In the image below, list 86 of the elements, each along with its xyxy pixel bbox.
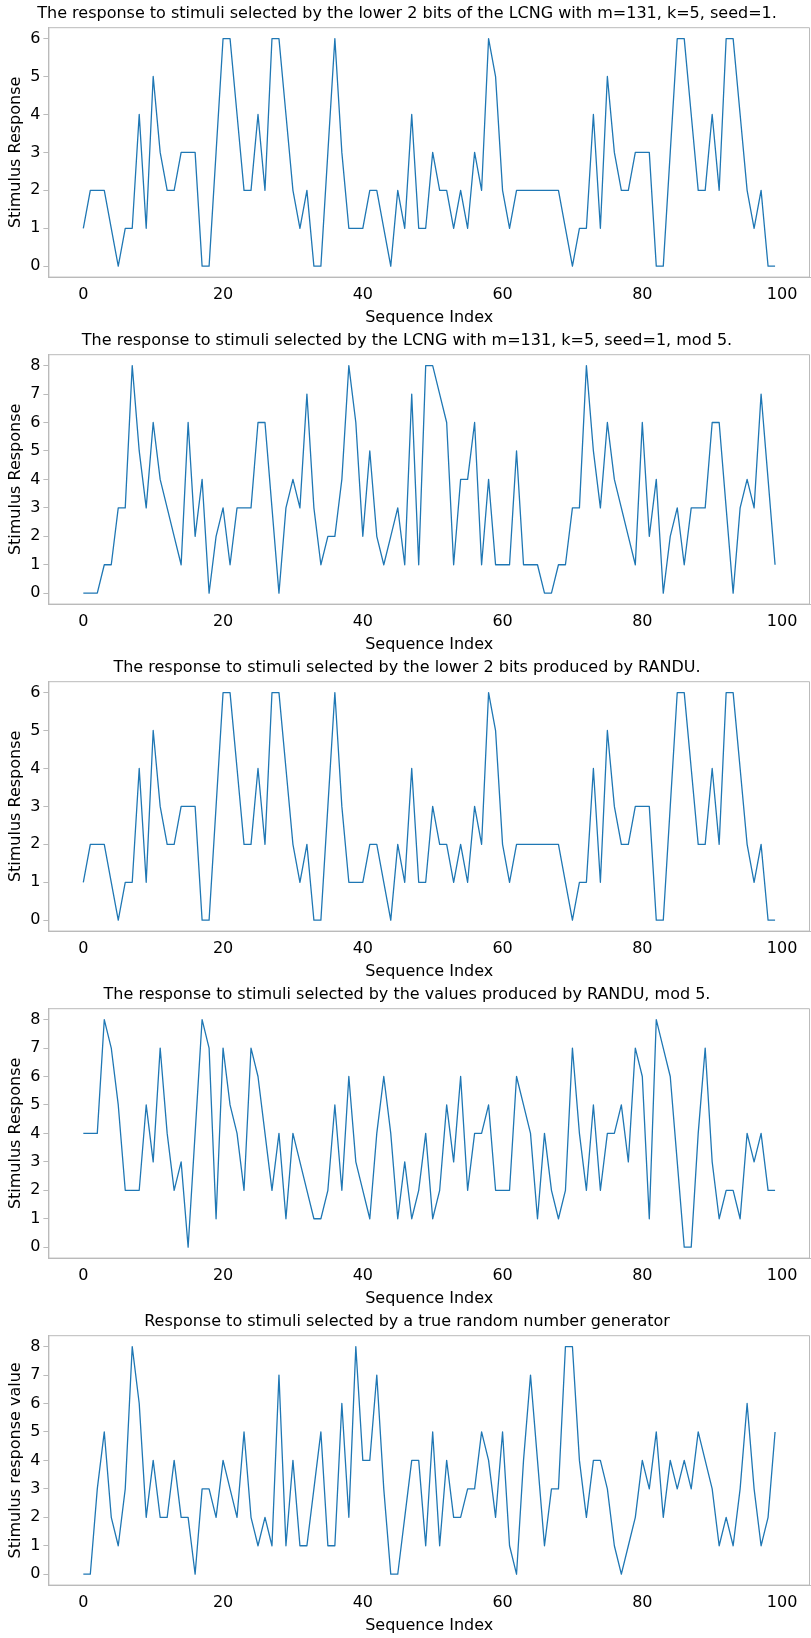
y-tick-label: 7 xyxy=(30,383,41,403)
y-axis-title: Stimulus Response xyxy=(4,730,24,883)
y-tick-label: 0 xyxy=(30,909,41,929)
x-tick-label: 20 xyxy=(212,284,234,304)
x-tick-label: 0 xyxy=(78,1265,89,1285)
y-tick-label: 4 xyxy=(30,1449,41,1469)
y-tick-label: 1 xyxy=(30,871,41,891)
y-tick-label: 4 xyxy=(30,1122,41,1142)
y-axis-title: Stimulus Response xyxy=(4,1057,24,1210)
y-tick-label: 0 xyxy=(30,1563,41,1583)
x-tick-label: 20 xyxy=(212,611,234,631)
x-axis-title: Sequence Index xyxy=(365,960,494,980)
x-axis-title: Sequence Index xyxy=(365,633,494,653)
x-axis-title: Sequence Index xyxy=(365,1614,494,1634)
chart-title: The response to stimuli selected by the LCNG with m=131, k=5, seed=1, mod 5. xyxy=(80,329,733,349)
y-axis-title: Stimulus response value xyxy=(4,1362,24,1559)
y-tick-label: 1 xyxy=(30,1534,41,1554)
x-tick-label: 100 xyxy=(766,938,798,958)
x-tick-label: 40 xyxy=(352,938,373,958)
x-tick-label: 100 xyxy=(766,611,798,631)
x-tick-label: 60 xyxy=(492,938,513,958)
y-tick-label: 2 xyxy=(30,525,41,545)
y-tick-label: 6 xyxy=(30,27,41,47)
y-tick-label: 2 xyxy=(30,179,41,199)
y-tick-label: 1 xyxy=(30,553,41,573)
x-tick-label: 80 xyxy=(632,1265,653,1285)
x-tick-label: 20 xyxy=(212,1592,234,1612)
y-tick-label: 6 xyxy=(30,681,41,701)
y-tick-label: 3 xyxy=(30,497,41,517)
y-tick-label: 2 xyxy=(30,1179,41,1199)
y-tick-label: 6 xyxy=(30,411,41,431)
chart-title: The response to stimuli selected by the lower 2 bits produced by RANDU. xyxy=(112,656,701,676)
x-tick-label: 60 xyxy=(492,284,513,304)
x-tick-label: 60 xyxy=(492,1592,513,1612)
x-tick-label: 0 xyxy=(78,284,89,304)
y-tick-label: 6 xyxy=(30,1392,41,1412)
x-tick-label: 80 xyxy=(632,284,653,304)
x-tick-label: 0 xyxy=(78,938,89,958)
y-axis-title: Stimulus Response xyxy=(4,76,24,229)
y-tick-label: 3 xyxy=(30,141,41,161)
y-tick-label: 5 xyxy=(30,719,41,739)
y-tick-label: 3 xyxy=(30,795,41,815)
x-tick-label: 40 xyxy=(352,1265,373,1285)
chart-title: The response to stimuli selected by the values produced by RANDU, mod 5. xyxy=(102,983,711,1003)
y-tick-label: 8 xyxy=(30,354,41,374)
x-axis-title: Sequence Index xyxy=(365,1287,494,1307)
x-tick-label: 40 xyxy=(352,611,373,631)
x-tick-label: 100 xyxy=(766,1592,798,1612)
y-tick-label: 5 xyxy=(30,1421,41,1441)
y-tick-label: 0 xyxy=(30,582,41,602)
y-tick-label: 1 xyxy=(30,217,41,237)
chart-title: Response to stimuli selected by a true random number generator xyxy=(144,1310,671,1330)
y-tick-label: 0 xyxy=(30,255,41,275)
y-tick-label: 4 xyxy=(30,468,41,488)
y-tick-label: 4 xyxy=(30,757,41,777)
x-tick-label: 0 xyxy=(78,611,89,631)
y-tick-label: 0 xyxy=(30,1236,41,1256)
x-tick-label: 100 xyxy=(766,1265,798,1285)
x-tick-label: 40 xyxy=(352,1592,373,1612)
y-tick-label: 5 xyxy=(30,65,41,85)
x-tick-label: 80 xyxy=(632,611,653,631)
x-tick-label: 80 xyxy=(632,1592,653,1612)
y-tick-label: 3 xyxy=(30,1478,41,1498)
y-tick-label: 6 xyxy=(30,1065,41,1085)
y-tick-label: 7 xyxy=(30,1364,41,1384)
chart-title: The response to stimuli selected by the lower 2 bits of the LCNG with m=131, k=5, seed=1. xyxy=(36,2,777,22)
y-tick-label: 2 xyxy=(30,833,41,853)
y-tick-label: 5 xyxy=(30,1094,41,1114)
x-axis-title: Sequence Index xyxy=(365,306,494,326)
x-tick-label: 40 xyxy=(352,284,373,304)
y-tick-label: 8 xyxy=(30,1008,41,1028)
x-tick-label: 20 xyxy=(212,1265,234,1285)
y-tick-label: 8 xyxy=(30,1335,41,1355)
y-tick-label: 2 xyxy=(30,1506,41,1526)
x-tick-label: 80 xyxy=(632,938,653,958)
x-tick-label: 100 xyxy=(766,284,798,304)
x-tick-label: 60 xyxy=(492,1265,513,1285)
y-tick-label: 4 xyxy=(30,103,41,123)
y-tick-label: 1 xyxy=(30,1207,41,1227)
x-tick-label: 0 xyxy=(78,1592,89,1612)
y-tick-label: 3 xyxy=(30,1151,41,1171)
x-tick-label: 60 xyxy=(492,611,513,631)
y-axis-title: Stimulus Response xyxy=(4,403,24,556)
y-tick-label: 5 xyxy=(30,440,41,460)
x-tick-label: 20 xyxy=(212,938,234,958)
y-tick-label: 7 xyxy=(30,1037,41,1057)
